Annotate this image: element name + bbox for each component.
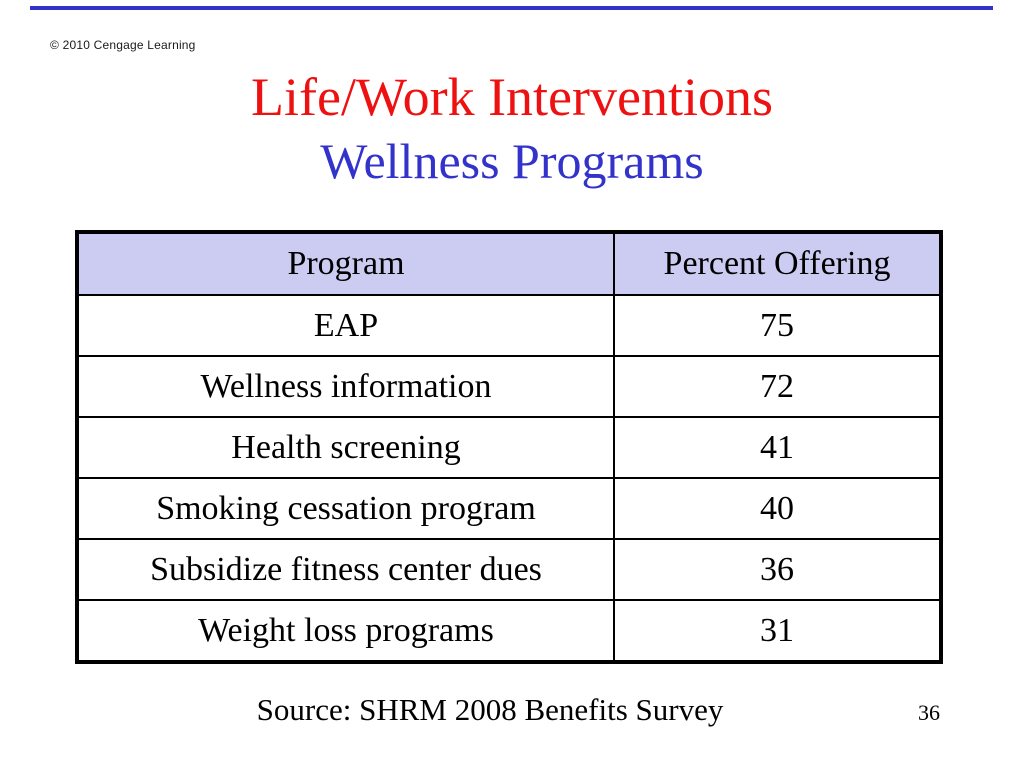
percent-cell: 31 (613, 599, 942, 663)
table-row: Wellness information 72 (76, 355, 942, 418)
program-cell: EAP (76, 294, 615, 357)
column-header-percent-offering: Percent Offering (613, 231, 942, 296)
table-row: Weight loss programs 31 (76, 599, 942, 663)
program-cell: Smoking cessation program (76, 477, 615, 540)
top-accent-line (30, 6, 993, 10)
table-row: Health screening 41 (76, 416, 942, 479)
slide-title: Life/Work Interventions (251, 67, 773, 127)
percent-cell: 72 (613, 355, 942, 418)
copyright-notice: © 2010 Cengage Learning (50, 38, 196, 52)
column-header-program: Program (76, 231, 615, 296)
wellness-programs-table: Program Percent Offering EAP 75 Wellness… (75, 230, 943, 664)
table-row: Smoking cessation program 40 (76, 477, 942, 540)
percent-cell: 36 (613, 538, 942, 601)
percent-cell: 75 (613, 294, 942, 357)
table-row: EAP 75 (76, 294, 942, 357)
program-cell: Health screening (76, 416, 615, 479)
page-number: 36 (918, 700, 940, 725)
table-header: Program Percent Offering (76, 231, 942, 296)
program-cell: Subsidize fitness center dues (76, 538, 615, 601)
program-cell: Wellness information (76, 355, 615, 418)
table-header-row: Program Percent Offering (76, 231, 942, 296)
percent-cell: 41 (613, 416, 942, 479)
slide-subtitle: Wellness Programs (320, 133, 704, 189)
table-row: Subsidize fitness center dues 36 (76, 538, 942, 601)
percent-cell: 40 (613, 477, 942, 540)
source-note: Source: SHRM 2008 Benefits Survey (256, 692, 724, 727)
table-body: EAP 75 Wellness information 72 Health sc… (76, 294, 942, 663)
program-cell: Weight loss programs (76, 599, 615, 663)
